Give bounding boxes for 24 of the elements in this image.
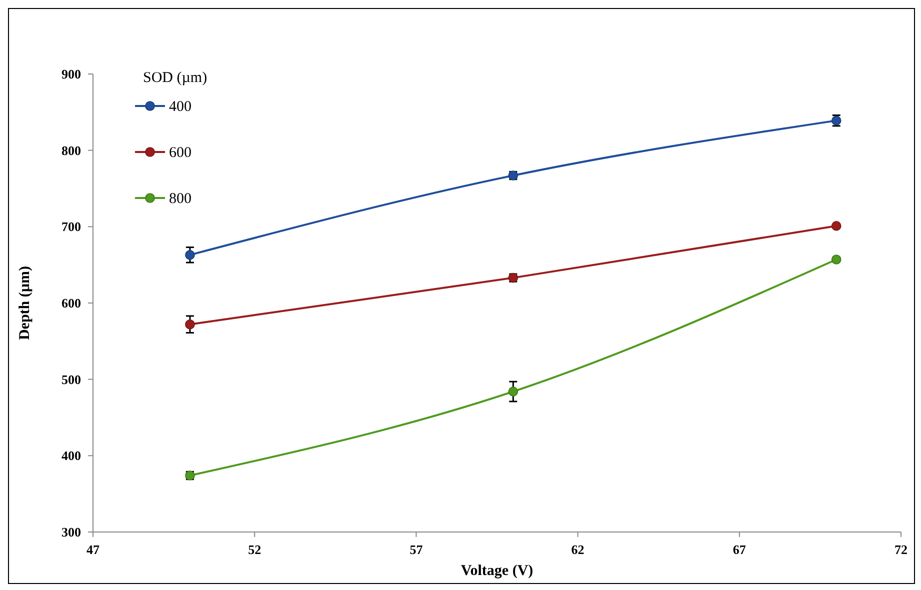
legend-label: 800 bbox=[169, 191, 192, 207]
legend-label: 400 bbox=[169, 99, 192, 115]
x-tick-label: 62 bbox=[571, 542, 584, 557]
y-tick-label: 700 bbox=[62, 219, 81, 234]
point bbox=[185, 250, 195, 260]
y-axis-title: Depth (µm) bbox=[17, 266, 33, 340]
legend-title: SOD (µm) bbox=[143, 70, 208, 86]
x-axis-title: Voltage (V) bbox=[460, 563, 534, 579]
y-tick-label: 900 bbox=[62, 66, 81, 82]
y-tick-label: 500 bbox=[62, 372, 81, 387]
x-tick-label: 47 bbox=[86, 542, 100, 557]
x-tick-label: 57 bbox=[410, 542, 424, 557]
y-tick-label: 400 bbox=[62, 448, 81, 464]
y-tick-label: 300 bbox=[62, 524, 81, 540]
point bbox=[831, 254, 842, 264]
x-tick-label: 52 bbox=[248, 542, 262, 557]
point bbox=[508, 386, 518, 396]
legend-label: 600 bbox=[169, 145, 192, 161]
y-tick-label: 600 bbox=[62, 296, 81, 310]
x-tick-label: 67 bbox=[732, 542, 746, 557]
x-tick-label: 72 bbox=[894, 542, 908, 557]
point bbox=[831, 221, 842, 231]
point bbox=[185, 319, 195, 330]
y-tick-label: 800 bbox=[62, 142, 81, 158]
